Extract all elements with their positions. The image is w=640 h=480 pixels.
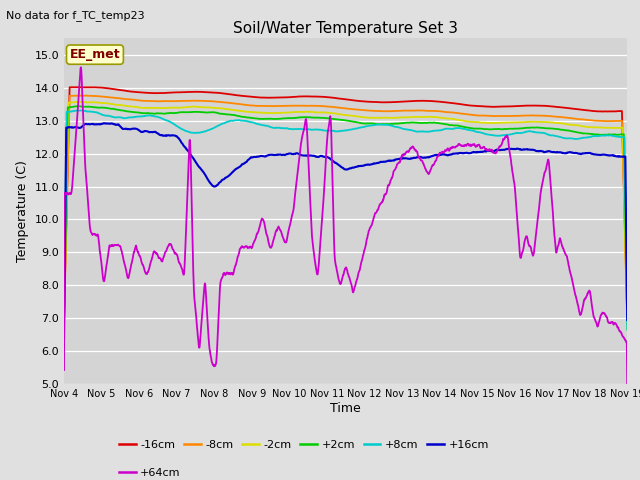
- X-axis label: Time: Time: [330, 402, 361, 415]
- +2cm: [321, 115, 329, 121]
- +2cm: [300, 114, 307, 120]
- +64cm: [300, 129, 307, 134]
- +16cm: [623, 317, 631, 323]
- Line: +8cm: +8cm: [64, 110, 627, 329]
- +2cm: [381, 121, 388, 127]
- -8cm: [321, 104, 329, 109]
- Text: EE_met: EE_met: [70, 48, 120, 61]
- +64cm: [127, 264, 134, 270]
- -2cm: [311, 109, 319, 115]
- -2cm: [60, 314, 68, 320]
- +8cm: [381, 122, 388, 128]
- Line: +2cm: +2cm: [64, 106, 627, 328]
- +64cm: [311, 259, 319, 264]
- -16cm: [311, 94, 319, 99]
- -8cm: [104, 94, 112, 100]
- +64cm: [381, 192, 388, 197]
- -8cm: [623, 318, 631, 324]
- +16cm: [127, 126, 134, 132]
- -8cm: [127, 96, 134, 102]
- -8cm: [60, 319, 68, 325]
- +2cm: [311, 115, 319, 120]
- -16cm: [127, 89, 134, 95]
- Line: +64cm: +64cm: [64, 67, 627, 384]
- Text: No data for f_TC_temp23: No data for f_TC_temp23: [6, 10, 145, 21]
- Legend: +64cm: +64cm: [115, 463, 185, 480]
- +64cm: [60, 367, 68, 373]
- Line: +16cm: +16cm: [64, 123, 627, 338]
- +64cm: [77, 64, 84, 70]
- -2cm: [381, 115, 388, 120]
- +8cm: [78, 108, 86, 113]
- -2cm: [104, 100, 112, 106]
- +64cm: [104, 253, 112, 259]
- +16cm: [311, 153, 319, 159]
- -8cm: [381, 108, 388, 114]
- -16cm: [104, 85, 112, 91]
- +16cm: [381, 159, 388, 165]
- +2cm: [75, 103, 83, 109]
- +16cm: [104, 121, 112, 127]
- -2cm: [127, 104, 134, 109]
- +8cm: [300, 126, 307, 132]
- +16cm: [101, 120, 109, 126]
- +8cm: [60, 313, 68, 319]
- +8cm: [104, 113, 112, 119]
- -2cm: [321, 109, 329, 115]
- +16cm: [60, 335, 68, 341]
- -2cm: [75, 99, 83, 105]
- -16cm: [623, 312, 631, 318]
- +2cm: [623, 318, 631, 324]
- +64cm: [321, 170, 329, 176]
- -2cm: [300, 109, 307, 115]
- Line: -8cm: -8cm: [64, 96, 627, 322]
- +8cm: [311, 127, 319, 132]
- +64cm: [623, 381, 631, 387]
- -16cm: [60, 315, 68, 321]
- -2cm: [623, 327, 631, 333]
- -16cm: [76, 84, 84, 90]
- -16cm: [381, 99, 388, 105]
- +2cm: [104, 105, 112, 111]
- -16cm: [300, 94, 307, 99]
- +2cm: [60, 325, 68, 331]
- -16cm: [321, 94, 329, 100]
- Title: Soil/Water Temperature Set 3: Soil/Water Temperature Set 3: [233, 21, 458, 36]
- +8cm: [623, 326, 631, 332]
- +2cm: [127, 109, 134, 115]
- Line: -2cm: -2cm: [64, 102, 627, 330]
- Y-axis label: Temperature (C): Temperature (C): [16, 160, 29, 262]
- +8cm: [321, 128, 329, 133]
- +16cm: [321, 154, 329, 160]
- -8cm: [300, 103, 307, 108]
- +8cm: [127, 114, 134, 120]
- Line: -16cm: -16cm: [64, 87, 627, 318]
- +16cm: [300, 153, 307, 158]
- -8cm: [80, 93, 88, 98]
- -8cm: [311, 103, 319, 108]
